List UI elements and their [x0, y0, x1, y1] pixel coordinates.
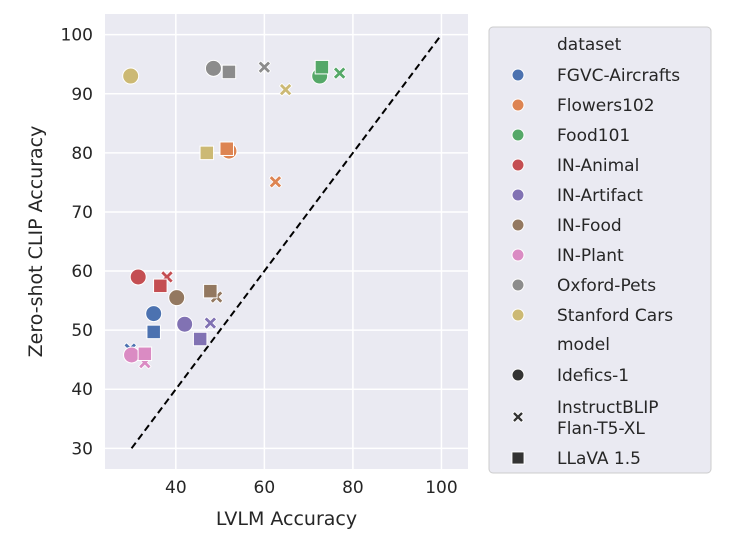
legend-label-dataset: IN-Food: [557, 216, 622, 236]
x-tick-label: 40: [165, 478, 187, 498]
legend-marker-dataset: [511, 68, 525, 82]
legend-label-dataset: FGVC-Aircrafts: [557, 66, 680, 86]
data-point: [129, 268, 147, 286]
legend-marker-dataset: [511, 308, 525, 322]
legend-label-model: InstructBLIP: [557, 398, 659, 418]
y-tick-label: 50: [71, 321, 93, 341]
data-point: [332, 66, 347, 80]
legend-label-dataset: Food101: [557, 126, 630, 146]
grid-lines: [105, 14, 468, 469]
data-point: [123, 346, 141, 364]
legend: dataset FGVC-Aircrafts Flowers102 Food101 I…: [488, 26, 712, 474]
data-point: [199, 145, 215, 161]
legend-marker-dataset: [511, 128, 525, 142]
y-tick-label: 80: [71, 144, 93, 164]
legend-marker-dataset: [511, 248, 525, 262]
legend-marker-model: [511, 368, 525, 382]
legend-label-dataset: IN-Animal: [557, 156, 639, 176]
y-tick-label: 90: [71, 85, 93, 105]
data-point: [219, 141, 234, 156]
data-point: [192, 331, 208, 347]
y-tick-label: 60: [71, 262, 93, 282]
legend-title-model: model: [557, 335, 610, 355]
x-axis-label: LVLM Accuracy: [216, 508, 357, 530]
data-point: [122, 67, 140, 85]
data-point: [145, 305, 163, 323]
y-tick-label: 100: [61, 26, 93, 46]
data-point: [204, 59, 222, 77]
legend-frame: [488, 26, 712, 474]
legend-marker-model: [511, 410, 525, 424]
legend-label-dataset: Flowers102: [557, 96, 655, 116]
data-point: [257, 60, 272, 74]
data-point: [203, 283, 218, 299]
data-point: [203, 316, 218, 330]
data-point: [146, 324, 161, 340]
legend-marker-dataset: [511, 218, 525, 232]
x-tick-label: 100: [425, 478, 457, 498]
legend-marker-dataset: [511, 278, 525, 292]
x-tick-label: 80: [342, 478, 364, 498]
y-axis-label: Zero-shot CLIP Accuracy: [25, 126, 47, 358]
data-point: [278, 82, 293, 97]
data-points: [122, 59, 347, 370]
axis-ticks: 40 60 80 100 30 40 50 60 70 80 90 100: [61, 26, 458, 498]
legend-label-dataset: IN-Plant: [557, 246, 624, 266]
y-tick-label: 30: [71, 439, 93, 459]
legend-label-model: Flan-T5-XL: [557, 419, 645, 439]
legend-title-dataset: dataset: [557, 35, 622, 55]
data-point: [221, 64, 237, 80]
x-tick-label: 60: [254, 478, 276, 498]
legend-marker-dataset: [511, 158, 525, 172]
data-point: [314, 59, 330, 75]
data-point: [176, 315, 194, 333]
data-point: [268, 175, 283, 189]
legend-label-dataset: Stanford Cars: [557, 306, 673, 326]
data-point: [168, 289, 186, 307]
y-tick-label: 70: [71, 203, 93, 223]
legend-label-model: LLaVA 1.5: [557, 449, 641, 469]
legend-label-dataset: IN-Artifact: [557, 186, 643, 206]
legend-marker-model: [511, 451, 525, 465]
data-point: [153, 278, 168, 294]
reference-diagonal-line: [130, 34, 443, 449]
legend-label-model: Idefics-1: [557, 366, 629, 386]
data-point: [137, 346, 153, 362]
legend-label-dataset: Oxford-Pets: [557, 276, 656, 296]
y-tick-label: 40: [71, 380, 93, 400]
legend-marker-dataset: [511, 188, 525, 202]
legend-marker-dataset: [511, 98, 525, 112]
